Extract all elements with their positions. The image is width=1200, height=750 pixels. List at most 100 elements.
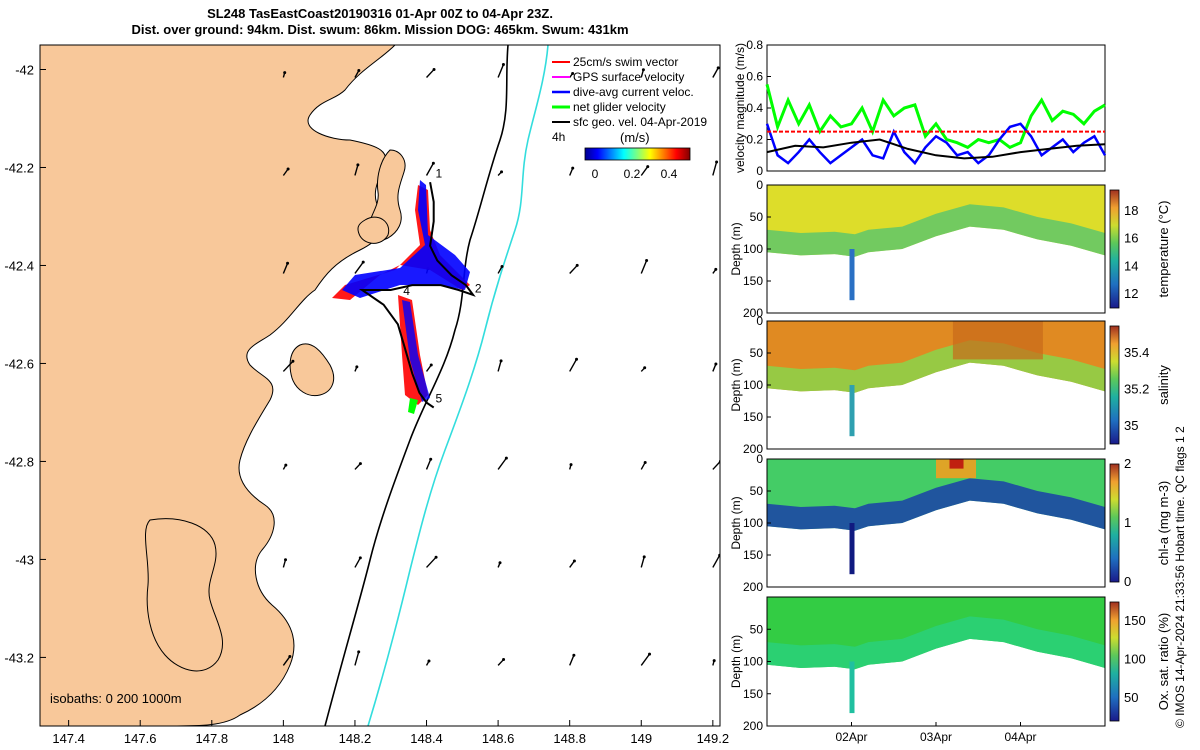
title-line-2: Dist. over ground: 94km. Dist. swum: 86k… [131,22,629,37]
waypoint-5: 5 [435,392,442,406]
section-y-tick-label: 150 [743,274,763,288]
section-deep-dive [849,385,855,437]
geo-vector-head [429,363,433,367]
geo-vector-head [500,264,504,268]
section-deep-layer [767,204,1105,257]
waypoint-4: 4 [403,284,410,298]
section-colorbar [1109,463,1120,583]
geo-vector-head [575,357,579,361]
colorbar-label: chl-a (mg m-3) [1156,481,1171,566]
geo-vector-head [643,366,647,370]
geo-vector-arrow [282,656,291,666]
geo-vector-head [500,170,504,174]
geo-vector-head [427,659,431,663]
map-y-tick-label: -43 [15,552,34,567]
geo-vector-head [641,68,645,72]
map-x-tick-label: 147.8 [196,731,229,746]
geo-vector-arrow [569,264,578,274]
geo-vector-head [498,561,502,565]
geo-vector-arrow [712,460,720,470]
geo-vector-head [358,556,362,560]
geo-vector-head [571,166,575,170]
geo-vector-head [434,555,438,559]
geo-vector-head [715,160,719,164]
section-y-tick-label: 200 [743,306,763,320]
map-y-axis: -42 -42.2 -42.4 -42.6 -42.8 -43 -43.2 [4,62,46,665]
section-y-tick-label: 150 [743,410,763,424]
current-vector-south [402,300,430,402]
speed-colorbar [584,147,691,161]
colorbar-tick-label: 18 [1124,203,1138,218]
colorbar-tick-label: 35 [1124,418,1138,433]
geo-vector-head [284,558,288,562]
map-y-tick-label: -43.2 [4,650,34,665]
section-y-tick-label: 200 [743,580,763,594]
credit-text: © IMOS 14-Apr-2024 21:33:56 Hobart time.… [1173,426,1187,728]
colorbar-tick-label: 35.4 [1124,345,1149,360]
colorbar-title: (m/s) [620,130,650,145]
section-colorbar [1109,601,1120,722]
geo-vector-head [712,659,716,663]
section-deep-dive [849,523,855,575]
section-deep-dive [849,249,855,301]
legend-gps: GPS surface velocity [573,70,684,84]
geo-vector-arrow [425,162,434,176]
geo-vector-arrow [354,164,359,176]
velocity-y-tick-label: 0.2 [746,133,763,147]
geo-vector-arrow [425,459,432,470]
section-deep-layer [767,478,1105,531]
map-y-tick-label: -42 [15,62,34,77]
glider-track [332,180,476,414]
section-y-tick-label: 50 [750,484,764,498]
colorbar-tick-label: 150 [1124,613,1146,628]
section-y-tick-label: 150 [743,548,763,562]
colorbar-tick-label: 50 [1124,690,1138,705]
section-ylabel: Depth (m) [729,358,743,411]
colorbar-tick-label: 100 [1124,652,1146,667]
geo-vector-head [575,263,579,267]
isobath-1000m [367,45,549,726]
geo-vector-head [569,463,573,467]
chlorophyll-section: 0 50 100 150 200 Depth (m) 0 1 2 chl-a (mg m-3) [729,452,1171,594]
waypoint-labels: 1 2 4 5 [403,166,482,405]
colorbar-tick-label: 14 [1124,258,1138,273]
legend-swim: 25cm/s swim vector [573,55,678,69]
map-legend: 25cm/s swim vector GPS surface velocity … [552,55,707,181]
section-y-tick-label: 0 [756,178,763,192]
velocity-y-tick-label: 0 [756,164,763,178]
map-y-tick-label: -42.2 [4,160,34,175]
waypoint-2: 2 [475,281,482,295]
oxygen-section: 50 100 150 200 Depth (m) 50 100 150 Ox. sat. rat… [729,596,1171,744]
geo-vector-head [571,71,575,75]
geo-vector-arrow [354,651,360,666]
geo-vector-head [431,161,435,165]
legend-current: dive-avg current veloc. [573,85,694,99]
map-x-tick-label: 147.4 [52,731,85,746]
geo-vector-arrow [354,557,361,568]
section-y-tick-label: 200 [743,719,763,733]
geo-vector-arrow [282,360,294,372]
section-y-tick-label: 0 [756,314,763,328]
land-forestier [144,518,223,672]
geo-vector-arrow [640,653,651,666]
land-maria-island [289,343,335,397]
map-x-tick-label: 149.2 [697,731,730,746]
section-y-tick-label: 100 [743,378,763,392]
map-x-tick-label: 149 [630,731,652,746]
map-y-tick-label: -42.6 [4,356,34,371]
geo-vector-arrow [354,261,364,274]
section-y-tick-label: 100 [743,655,763,669]
colorbar-label: temperature (°C) [1156,201,1171,298]
net-velocity-end [408,398,418,414]
section-y-tick-label: 50 [750,346,764,360]
colorbar-tick-2: 0.4 [661,167,678,181]
geo-vector-arrow [282,263,289,274]
geo-vector-arrow [497,360,502,372]
isobath-200m [324,45,509,726]
velocity-y-axis: 0 0.2 0.4 0.6 0.8 [746,38,771,178]
section-y-tick-label: 50 [750,210,764,224]
geo-vector-head [643,460,647,464]
geo-vector-head [714,362,718,366]
velocity-y-tick-label: 0.8 [746,38,763,52]
